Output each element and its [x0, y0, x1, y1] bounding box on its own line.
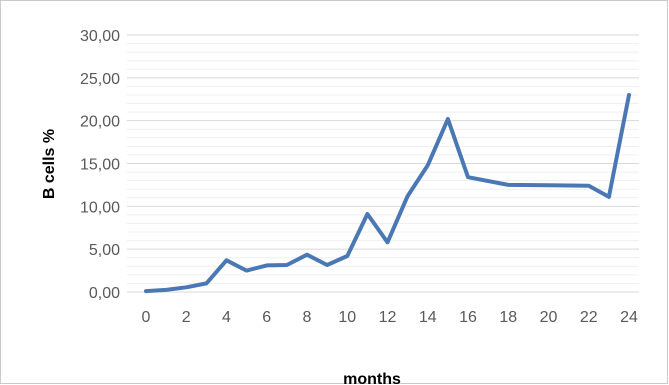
data-point [587, 184, 590, 187]
x-tick-label: 6 [262, 309, 271, 326]
x-tick-label: 24 [620, 309, 638, 326]
y-tick-label: 0,00 [89, 285, 120, 302]
data-point [265, 264, 268, 267]
data-point [507, 183, 510, 186]
data-point [245, 269, 248, 272]
x-tick-label: 10 [338, 309, 356, 326]
data-point [205, 282, 208, 285]
x-tick-label: 8 [303, 309, 312, 326]
series-line [144, 93, 631, 294]
x-tick-label: 18 [499, 309, 517, 326]
y-tick-label: 20,00 [80, 114, 120, 131]
data-point [145, 290, 147, 293]
x-tick-label: 22 [580, 309, 598, 326]
data-point [607, 195, 610, 198]
y-axis-title: B cells % [41, 129, 58, 199]
data-point [225, 259, 228, 262]
y-tick-label: 5,00 [89, 242, 120, 259]
x-tick-labels: 0 2 4 6 8 10 12 14 16 18 20 22 24 [142, 309, 638, 326]
x-tick-label: 14 [419, 309, 437, 326]
x-tick-label: 2 [182, 309, 191, 326]
x-axis-title: months [343, 371, 401, 385]
x-tick-label: 16 [459, 309, 477, 326]
x-tick-label: 20 [540, 309, 558, 326]
data-point [406, 195, 409, 198]
x-tick-label: 4 [222, 309, 231, 326]
data-point [346, 255, 349, 258]
y-tick-label: 10,00 [80, 199, 120, 216]
data-point [426, 164, 429, 167]
gridlines [127, 34, 639, 293]
x-tick-label: 0 [142, 309, 151, 326]
y-tick-label: 15,00 [80, 157, 120, 174]
data-point [628, 93, 630, 96]
y-tick-label: 25,00 [80, 71, 120, 88]
data-point [306, 253, 308, 256]
data-point [326, 264, 329, 267]
data-point [386, 241, 389, 244]
data-point [547, 184, 550, 187]
data-point [446, 117, 449, 120]
series-group [144, 93, 631, 294]
x-tick-label: 12 [379, 309, 397, 326]
y-tick-label: 30,00 [80, 28, 120, 45]
data-point [467, 176, 469, 179]
data-point [165, 288, 168, 291]
data-point [366, 213, 369, 216]
data-point [285, 264, 288, 267]
y-tick-labels: 0,00 5,00 10,00 15,00 20,00 25,00 30,00 [80, 28, 120, 302]
data-point [185, 286, 188, 289]
